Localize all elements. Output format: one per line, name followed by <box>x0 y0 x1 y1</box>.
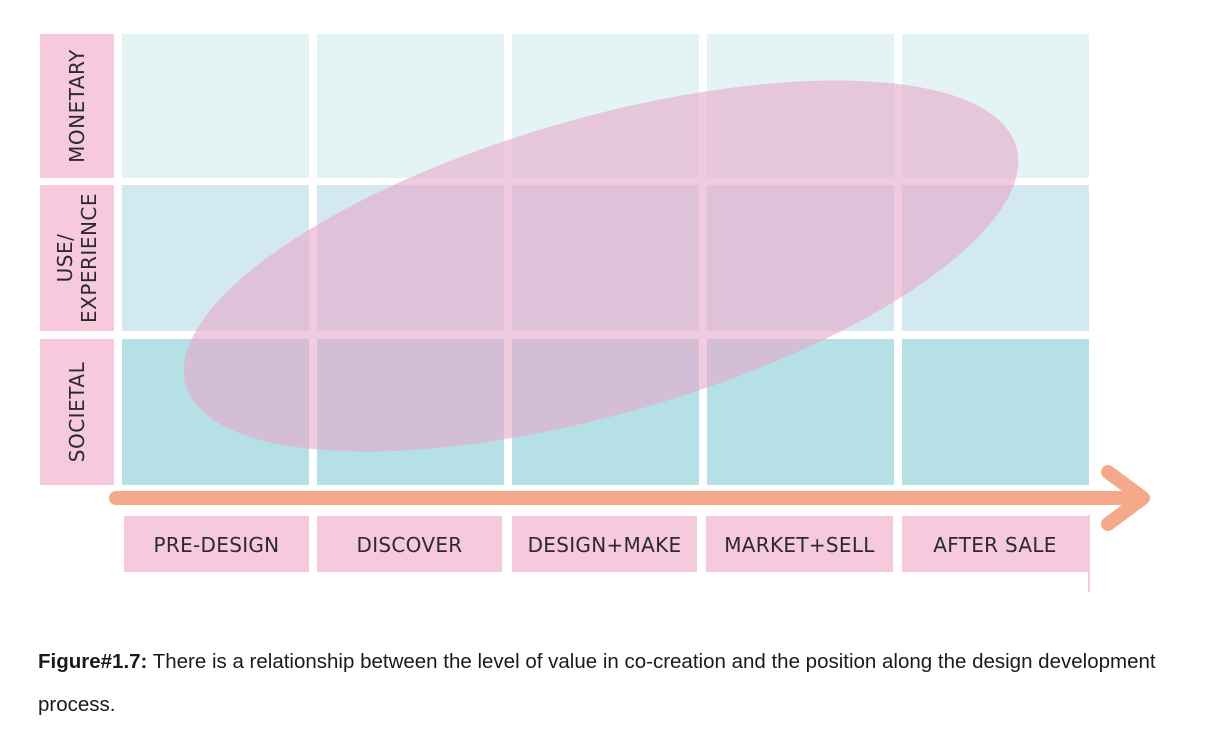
figure-caption: Figure#1.7: There is a relationship betw… <box>38 640 1188 726</box>
column-label: AFTER SALE <box>902 516 1088 572</box>
column-label-text: DISCOVER <box>357 533 463 557</box>
row-label-box <box>40 185 114 331</box>
column-label: PRE-DESIGN <box>124 516 309 572</box>
grid-cell <box>122 34 309 178</box>
row-label-text: USE/ <box>53 234 77 283</box>
column-label-text: DESIGN+MAKE <box>528 533 682 557</box>
row-label-text: MONETARY <box>65 49 89 163</box>
row-label: USE/EXPERIENCE <box>40 185 114 331</box>
grid-cell <box>902 339 1089 485</box>
row-label-text: SOCIETAL <box>65 361 89 462</box>
column-label-text: AFTER SALE <box>933 533 1056 557</box>
column-label-text: MARKET+SELL <box>724 533 875 557</box>
row-label-text: EXPERIENCE <box>77 193 101 323</box>
column-label-box <box>512 516 697 572</box>
value-process-diagram: MONETARY USE/EXPERIENCE SOCIETAL PRE-DESIG… <box>40 34 1150 592</box>
column-label: DESIGN+MAKE <box>512 516 697 572</box>
column-label-box <box>317 516 502 572</box>
process-arrow <box>109 465 1150 531</box>
column-label-box <box>902 516 1088 572</box>
column-label: MARKET+SELL <box>706 516 893 572</box>
column-label-box <box>124 516 309 572</box>
caption-text: There is a relationship between the leve… <box>38 650 1156 716</box>
row-label: MONETARY <box>40 34 114 178</box>
value-ellipse <box>183 80 1019 452</box>
caption-label: Figure#1.7: <box>38 650 148 673</box>
row-label-box <box>40 339 114 485</box>
column-label: DISCOVER <box>317 516 502 572</box>
row-label: SOCIETAL <box>40 339 114 485</box>
row-label-box <box>40 34 114 178</box>
column-label-text: PRE-DESIGN <box>154 533 280 557</box>
column-label-box <box>706 516 893 572</box>
